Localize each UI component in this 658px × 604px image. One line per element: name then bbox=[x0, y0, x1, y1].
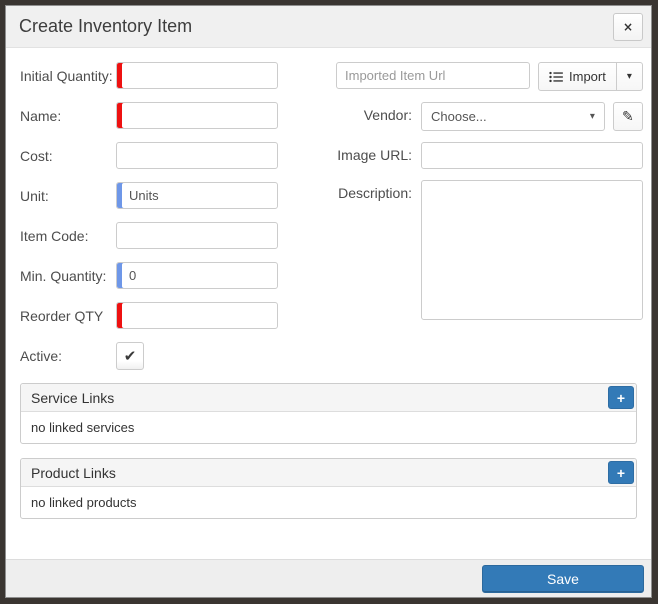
name-label: Name: bbox=[20, 107, 62, 124]
initial-quantity-input[interactable] bbox=[116, 62, 278, 89]
pencil-icon: ✎ bbox=[621, 108, 634, 124]
import-button-group: Import ▾ bbox=[538, 62, 643, 91]
list-icon bbox=[549, 71, 563, 83]
image-url-row: Image URL: bbox=[336, 142, 643, 169]
modal-header: Create Inventory Item × bbox=[6, 6, 651, 48]
item-code-input[interactable] bbox=[116, 222, 278, 249]
name-input[interactable] bbox=[116, 102, 278, 129]
description-label: Description: bbox=[338, 185, 412, 201]
cost-input[interactable] bbox=[116, 142, 278, 169]
min-quantity-input[interactable] bbox=[116, 262, 278, 289]
close-button[interactable]: × bbox=[613, 12, 643, 41]
service-links-panel: Service Links + no linked services bbox=[20, 383, 637, 444]
field-row-active: Active: ✔ bbox=[20, 342, 320, 370]
field-row-initial-quantity: Initial Quantity: bbox=[20, 62, 320, 89]
checkmark-icon: ✔ bbox=[123, 347, 137, 365]
create-inventory-item-modal: Create Inventory Item × Initial Quantity… bbox=[5, 5, 652, 598]
product-links-header: Product Links + bbox=[21, 459, 636, 487]
field-row-reorder-qty: Reorder QTY bbox=[20, 302, 320, 329]
plus-icon: + bbox=[616, 389, 626, 406]
vendor-selected-value: Choose... bbox=[431, 109, 487, 124]
close-icon: × bbox=[622, 19, 634, 34]
field-row-item-code: Item Code: bbox=[20, 222, 320, 249]
min-quantity-label: Min. Quantity: bbox=[20, 267, 107, 284]
service-links-title: Service Links bbox=[31, 389, 115, 406]
field-row-cost: Cost: bbox=[20, 142, 320, 169]
page-title: Create Inventory Item bbox=[19, 16, 193, 36]
service-links-header: Service Links + bbox=[21, 384, 636, 412]
modal-body: Initial Quantity: Name: Cost: Unit: Item… bbox=[6, 48, 651, 559]
modal-footer: Save bbox=[6, 559, 651, 597]
initial-quantity-label: Initial Quantity: bbox=[20, 67, 113, 84]
form-grid: Initial Quantity: Name: Cost: Unit: Item… bbox=[20, 62, 643, 383]
left-column: Initial Quantity: Name: Cost: Unit: Item… bbox=[20, 62, 320, 383]
image-url-label: Image URL: bbox=[337, 147, 412, 163]
vendor-select[interactable]: Choose... ▾ bbox=[421, 102, 605, 131]
description-row: Description: bbox=[336, 180, 643, 320]
description-textarea[interactable] bbox=[421, 180, 643, 320]
item-code-label: Item Code: bbox=[20, 227, 89, 244]
add-service-link-button[interactable]: + bbox=[608, 386, 634, 409]
image-url-input[interactable] bbox=[421, 142, 643, 169]
service-links-empty-text: no linked services bbox=[31, 420, 135, 435]
import-row: Import ▾ bbox=[336, 62, 643, 91]
add-product-link-button[interactable]: + bbox=[608, 461, 634, 484]
edit-vendor-button[interactable]: ✎ bbox=[612, 102, 643, 131]
active-label: Active: bbox=[20, 348, 63, 364]
vendor-row: Vendor: Choose... ▾ ✎ bbox=[336, 102, 643, 131]
unit-input[interactable] bbox=[116, 182, 278, 209]
product-links-title: Product Links bbox=[31, 464, 116, 481]
cost-label: Cost: bbox=[20, 147, 53, 164]
field-row-unit: Unit: bbox=[20, 182, 320, 209]
active-checkbox[interactable]: ✔ bbox=[116, 342, 144, 370]
import-dropdown-button[interactable]: ▾ bbox=[615, 62, 643, 91]
unit-label: Unit: bbox=[20, 187, 49, 204]
chevron-down-icon: ▾ bbox=[626, 70, 632, 82]
import-button-label: Import bbox=[569, 69, 606, 84]
plus-icon: + bbox=[616, 464, 626, 481]
product-links-panel: Product Links + no linked products bbox=[20, 458, 637, 519]
vendor-label: Vendor: bbox=[363, 107, 412, 123]
reorder-qty-input[interactable] bbox=[116, 302, 278, 329]
import-button[interactable]: Import bbox=[538, 62, 617, 91]
product-links-empty-text: no linked products bbox=[31, 495, 137, 510]
chevron-down-icon: ▾ bbox=[589, 110, 595, 122]
field-row-min-quantity: Min. Quantity: bbox=[20, 262, 320, 289]
right-column: Import ▾ Vendor: Choose... ▾ ✎ bbox=[336, 62, 643, 383]
reorder-qty-label: Reorder QTY bbox=[20, 307, 104, 324]
field-row-name: Name: bbox=[20, 102, 320, 129]
save-button-label: Save bbox=[547, 570, 579, 587]
save-button[interactable]: Save bbox=[482, 564, 644, 593]
imported-item-url-input[interactable] bbox=[336, 62, 530, 89]
